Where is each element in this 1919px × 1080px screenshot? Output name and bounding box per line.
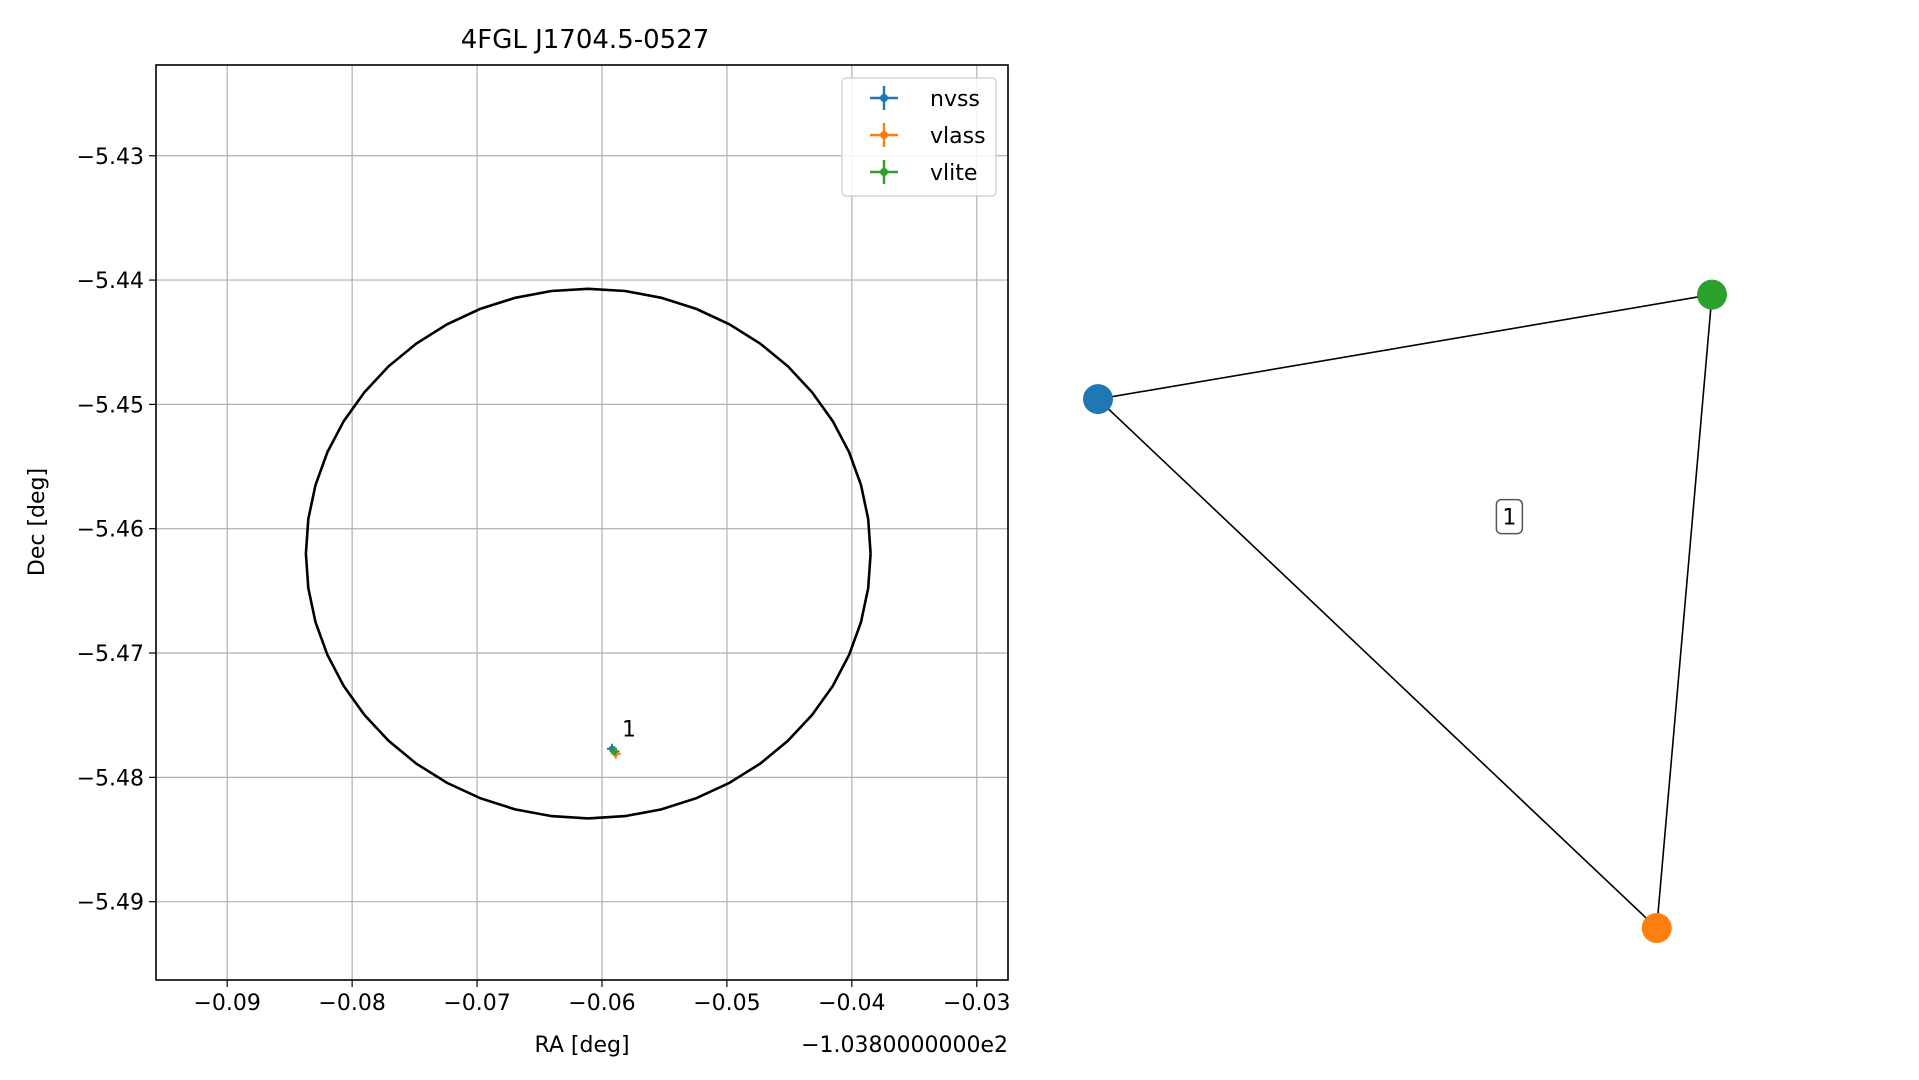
x-axis-ticks: −0.09 −0.08 −0.07 −0.06 −0.05 −0.04 −0.03 xyxy=(193,980,1010,1016)
legend-label: vlass xyxy=(930,124,986,149)
network-edges xyxy=(1097,293,1713,929)
network-nodes xyxy=(1083,279,1727,943)
legend-entry-vlite: vlite xyxy=(870,160,977,186)
circle-outline xyxy=(304,287,872,820)
x-tick-label: −0.03 xyxy=(943,991,1010,1016)
x-tick-label: −0.09 xyxy=(193,991,260,1016)
data-points: 1 xyxy=(606,717,636,759)
y-tick-label: −5.47 xyxy=(77,642,144,667)
x-tick-label: −0.04 xyxy=(818,991,885,1016)
edge-vlite-vlass xyxy=(1655,294,1713,929)
network-label-text: 1 xyxy=(1502,506,1516,531)
point-annotation: 1 xyxy=(622,717,636,742)
edge-vlass-nvss xyxy=(1097,398,1658,929)
y-tick-label: −5.45 xyxy=(77,393,144,418)
x-tick-label: −0.08 xyxy=(318,991,385,1016)
y-tick-label: −5.48 xyxy=(77,766,144,791)
y-tick-label: −5.44 xyxy=(77,269,144,294)
network-label-box xyxy=(1495,498,1524,535)
x-axis-offset-label: −1.0380000000e2 xyxy=(801,1033,1008,1058)
network-panel: 1 xyxy=(1083,279,1727,943)
x-tick-label: −0.05 xyxy=(693,991,760,1016)
network-label: 1 xyxy=(1495,498,1524,535)
y-tick-label: −5.46 xyxy=(77,518,144,543)
legend-entry-nvss: nvss xyxy=(870,86,980,112)
y-tick-label: −5.49 xyxy=(77,891,144,916)
node-vlite xyxy=(1697,279,1727,310)
legend: nvss vlass vlite xyxy=(841,77,997,197)
y-axis-ticks: −5.43 −5.44 −5.45 −5.46 −5.47 −5.48 −5.49 xyxy=(77,145,156,916)
chart-title: 4FGL J1704.5-0527 xyxy=(461,25,710,55)
x-tick-label: −0.06 xyxy=(568,991,635,1016)
uncertainty-ellipse xyxy=(304,287,872,820)
grid-lines xyxy=(156,65,1008,980)
legend-box xyxy=(841,77,997,197)
legend-label: vlite xyxy=(930,161,977,186)
node-nvss xyxy=(1083,384,1113,415)
scatter-panel: 4FGL J1704.5-0527 1 −0.09 −0.08 −0.07 −0.06… xyxy=(25,25,1010,1058)
edge-nvss-vlite xyxy=(1097,293,1713,400)
legend-entry-vlass: vlass xyxy=(870,123,986,149)
y-axis-label: Dec [deg] xyxy=(25,468,50,576)
plot-frame xyxy=(155,64,1009,981)
x-axis-label: RA [deg] xyxy=(534,1033,629,1058)
point-vlite xyxy=(609,746,620,757)
legend-label: nvss xyxy=(930,87,980,112)
x-tick-label: −0.07 xyxy=(443,991,510,1016)
node-vlass xyxy=(1641,913,1672,943)
y-tick-label: −5.43 xyxy=(77,145,144,170)
